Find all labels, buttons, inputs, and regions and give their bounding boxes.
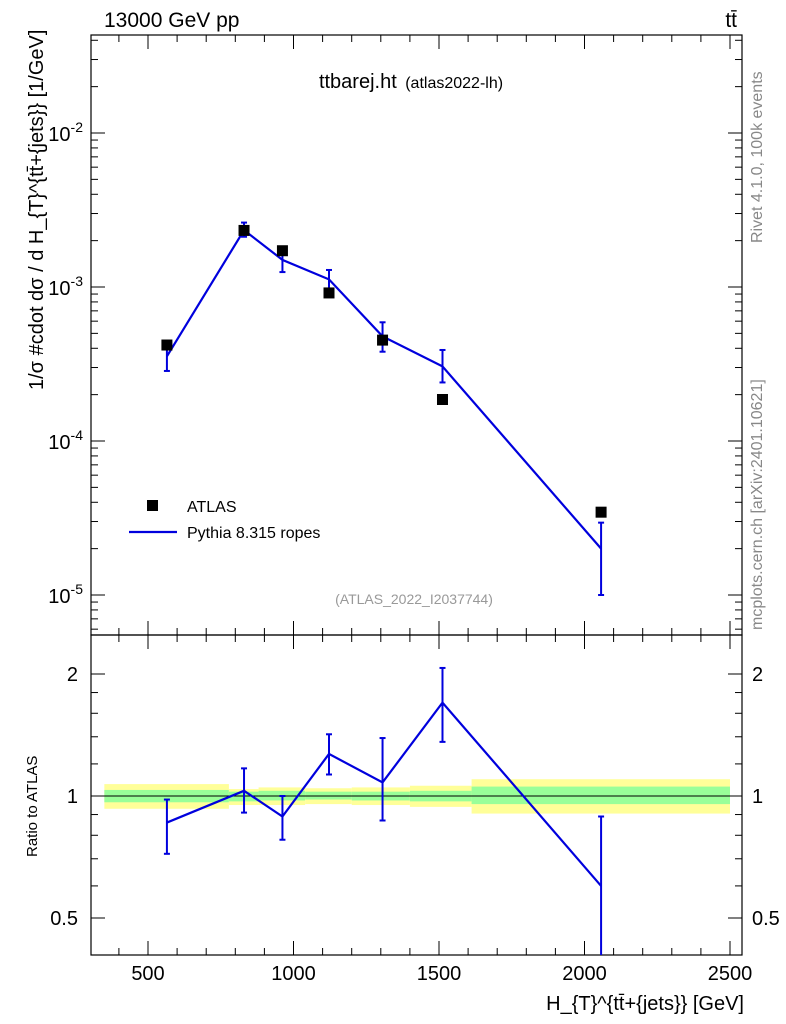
- main-ytick-label: 10-3: [48, 273, 83, 300]
- ratio-ytick-label-left: 1: [67, 786, 78, 808]
- legend-label-pythia: Pythia 8.315 ropes: [187, 525, 320, 542]
- main-ytick-label: 10-5: [48, 581, 83, 608]
- ratio-ytick-label-right: 2: [752, 664, 763, 686]
- ratio-y-axis-label: Ratio to ATLAS: [24, 756, 41, 857]
- main-ytick-label-base: 10: [48, 124, 70, 146]
- data-point: [436, 393, 448, 405]
- main-series-layer: [161, 221, 607, 596]
- xtick-label: 1500: [417, 963, 462, 985]
- main-ytick-label-exp: -4: [71, 427, 84, 443]
- xtick-label: 2500: [708, 963, 753, 985]
- header-energy-label: 13000 GeV pp: [104, 9, 239, 32]
- side-label-rivet: Rivet 4.1.0, 100k events: [749, 71, 766, 243]
- xtick-label: 1000: [271, 963, 316, 985]
- ratio-ytick-label-left: 0.5: [50, 908, 78, 930]
- ratio-ytick-label-left: 2: [67, 664, 78, 686]
- main-ytick-label-exp: -5: [71, 581, 84, 597]
- main-y-axis-label: 1/σ #cdot dσ / d H_{T}^{tt̄+{jets}} [1/G…: [26, 30, 48, 390]
- data-point: [323, 287, 335, 299]
- chart-title-sub: (atlas2022-lh): [405, 75, 503, 92]
- ratio-panel-frame: [90, 634, 743, 956]
- legend-marker-atlas: [147, 500, 158, 511]
- data-point: [276, 245, 288, 257]
- main-ytick-label-exp: -3: [71, 273, 84, 289]
- main-ytick-label-base: 10: [48, 278, 70, 300]
- main-ytick-label-base: 10: [48, 432, 70, 454]
- data-point: [377, 334, 389, 346]
- xtick-label: 500: [131, 963, 164, 985]
- band-inner-6: [471, 786, 730, 805]
- xtick-label: 2000: [562, 963, 607, 985]
- chart-title: ttbarej.ht (atlas2022-lh): [319, 71, 503, 93]
- ratio-ytick-label-right: 1: [752, 786, 763, 808]
- side-label-mcplots: mcplots.cern.ch [arXiv:2401.10621]: [749, 379, 766, 630]
- data-point: [595, 506, 607, 518]
- main-axis-ticks: 10-210-310-410-5: [48, 35, 742, 635]
- legend: ATLAS Pythia 8.315 ropes: [129, 499, 320, 542]
- chart-title-main: ttbarej.ht: [319, 71, 397, 93]
- ratio-axis-ticks: 500 1000 1500 2000 2500 0.5 0.5 1 1 2 2: [50, 635, 780, 985]
- main-ytick-label-base: 10: [48, 586, 70, 608]
- header-process-label: tt̄: [725, 9, 737, 32]
- ratio-ytick-label-right: 0.5: [752, 908, 780, 930]
- analysis-watermark: (ATLAS_2022_I2037744): [335, 591, 493, 607]
- data-point: [161, 339, 173, 351]
- main-panel-frame: [90, 34, 743, 636]
- legend-label-atlas: ATLAS: [187, 499, 237, 516]
- x-axis-label: H_{T}^{tt̄+{jets}} [GeV]: [546, 993, 744, 1015]
- ratio-series-layer: [163, 666, 605, 955]
- main-ytick-label: 10-4: [48, 427, 83, 454]
- main-ytick-label: 10-2: [48, 119, 83, 146]
- data-point: [238, 224, 250, 236]
- ratio-series-line: [166, 700, 602, 887]
- main-ytick-label-exp: -2: [71, 119, 84, 135]
